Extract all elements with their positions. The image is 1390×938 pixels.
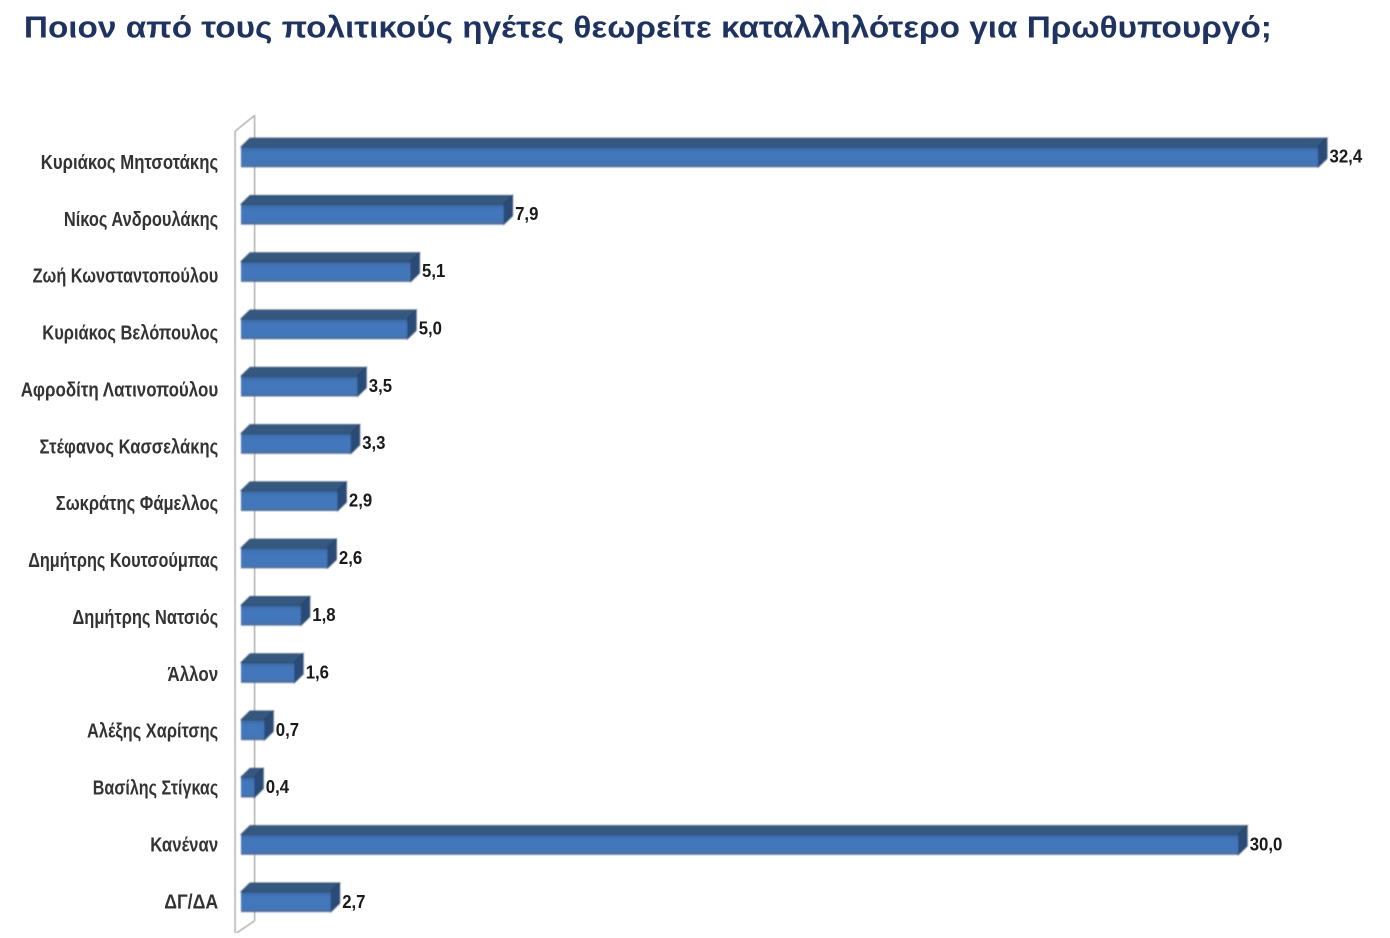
svg-text:Δημήτρης Νατσιός: Δημήτρης Νατσιός <box>73 606 219 629</box>
svg-text:1,8: 1,8 <box>312 605 335 625</box>
svg-text:Άλλον: Άλλον <box>168 663 219 686</box>
svg-text:30,0: 30,0 <box>1250 835 1283 855</box>
svg-text:0,4: 0,4 <box>266 777 289 797</box>
svg-text:7,9: 7,9 <box>515 204 538 224</box>
svg-text:2,9: 2,9 <box>349 491 372 511</box>
svg-text:0,7: 0,7 <box>276 720 299 740</box>
svg-text:2,7: 2,7 <box>342 892 365 912</box>
svg-text:Κυριάκος Βελόπουλος: Κυριάκος Βελόπουλος <box>42 322 218 345</box>
svg-text:ΔΓ/ΔΑ: ΔΓ/ΔΑ <box>164 890 218 913</box>
svg-text:Στέφανος Κασσελάκης: Στέφανος Κασσελάκης <box>40 435 219 458</box>
svg-text:Ζωή Κωνσταντοπούλου: Ζωή Κωνσταντοπούλου <box>33 265 219 288</box>
svg-text:3,5: 3,5 <box>369 376 392 396</box>
svg-text:Σωκράτης Φάμελλος: Σωκράτης Φάμελλος <box>56 492 218 515</box>
svg-text:5,0: 5,0 <box>419 319 442 339</box>
svg-text:Κυριάκος Μητσοτάκης: Κυριάκος Μητσοτάκης <box>41 151 218 174</box>
svg-text:Δημήτρης Κουτσούμπας: Δημήτρης Κουτσούμπας <box>28 549 218 572</box>
svg-text:Κανέναν: Κανέναν <box>150 833 218 856</box>
svg-text:Νίκος Ανδρουλάκης: Νίκος Ανδρουλάκης <box>64 208 218 231</box>
svg-text:Ποιον από τους πολιτικούς ηγέτ: Ποιον από τους πολιτικούς ηγέτες θεωρείτ… <box>24 10 1272 45</box>
svg-text:Αφροδίτη Λατινοπούλου: Αφροδίτη Λατινοπούλου <box>21 379 219 402</box>
svg-text:2,6: 2,6 <box>339 548 362 568</box>
svg-text:Βασίλης Στίγκας: Βασίλης Στίγκας <box>93 777 218 800</box>
svg-text:3,3: 3,3 <box>362 433 385 453</box>
svg-text:32,4: 32,4 <box>1330 146 1363 166</box>
svg-text:5,1: 5,1 <box>422 261 445 281</box>
svg-text:Αλέξης Χαρίτσης: Αλέξης Χαρίτσης <box>87 720 218 743</box>
svg-text:1,6: 1,6 <box>306 663 329 683</box>
